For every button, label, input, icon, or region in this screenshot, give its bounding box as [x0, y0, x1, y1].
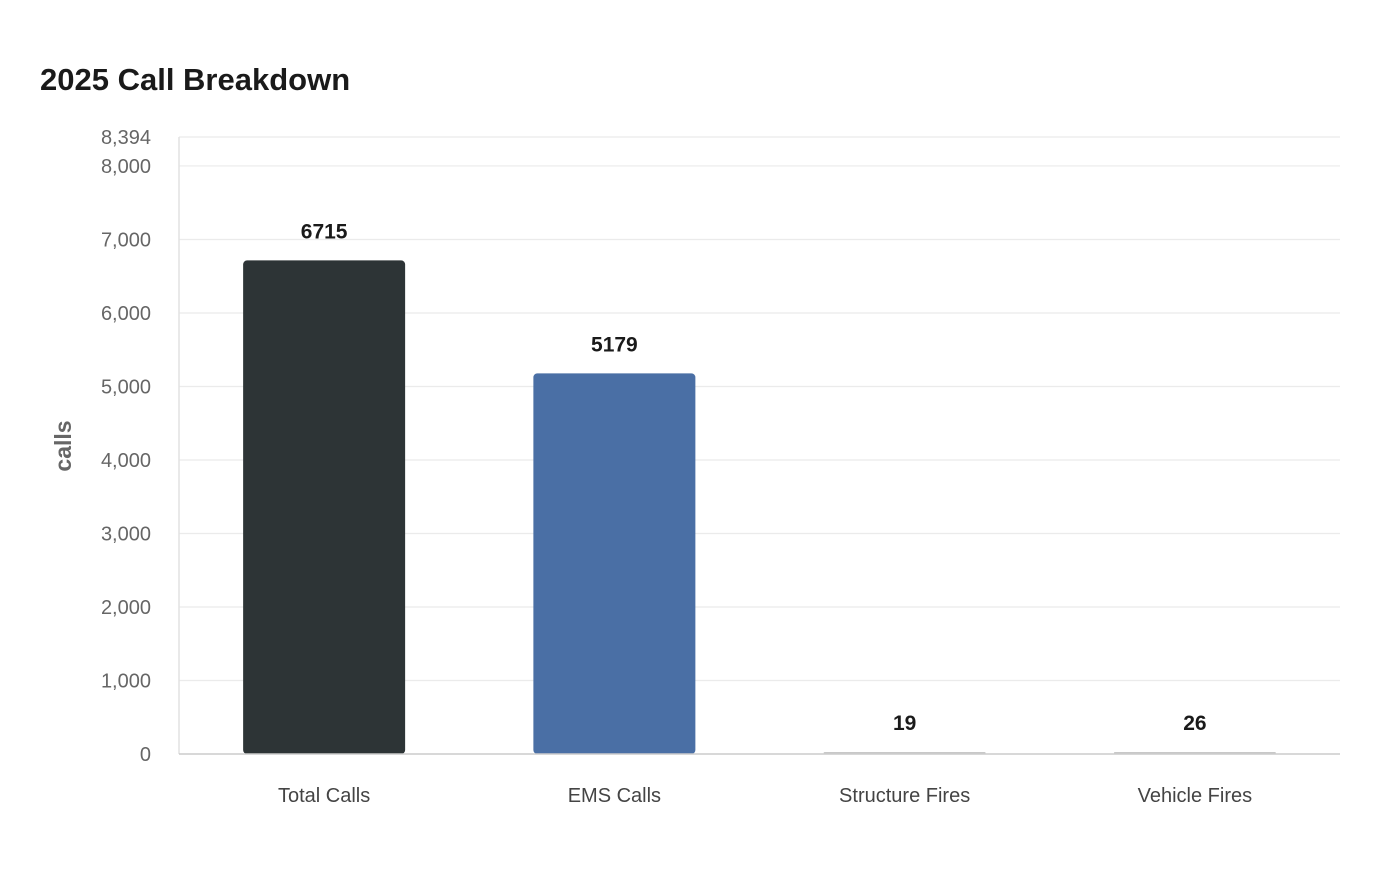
category-labels: Total Calls EMS Calls Structure Fires Vehic…: [278, 785, 1252, 807]
value-label: 6715: [301, 220, 348, 243]
value-label: 19: [893, 712, 916, 735]
y-tick-label: 3,000: [101, 523, 151, 545]
category-label: Structure Fires: [839, 785, 970, 807]
y-tick-label: 8,394: [101, 127, 151, 149]
y-tick-label: 1,000: [101, 670, 151, 692]
y-axis-title: calls: [50, 420, 76, 471]
bar-ems-calls: [533, 373, 696, 754]
y-tick-label: 0: [140, 744, 151, 766]
value-label: 5179: [591, 333, 638, 356]
bars: [243, 260, 1276, 754]
value-label: 26: [1183, 712, 1206, 735]
y-tick-label: 8,000: [101, 156, 151, 178]
y-tick-label: 4,000: [101, 450, 151, 472]
y-tick-label: 2,000: [101, 597, 151, 619]
category-label: Vehicle Fires: [1138, 785, 1253, 807]
y-tick-label: 6,000: [101, 303, 151, 325]
y-tick-label: 5,000: [101, 376, 151, 398]
bar-total-calls: [243, 260, 406, 754]
y-tick-label: 7,000: [101, 229, 151, 251]
category-label: EMS Calls: [568, 785, 661, 807]
y-tick-labels: 0 1,000 2,000 3,000 4,000 5,000 6,000 7,000 8,00…: [101, 127, 151, 766]
category-label: Total Calls: [278, 785, 370, 807]
value-labels: 6715 5179 19 26: [301, 220, 1207, 735]
chart-title: 2025 Call Breakdown: [40, 62, 351, 97]
